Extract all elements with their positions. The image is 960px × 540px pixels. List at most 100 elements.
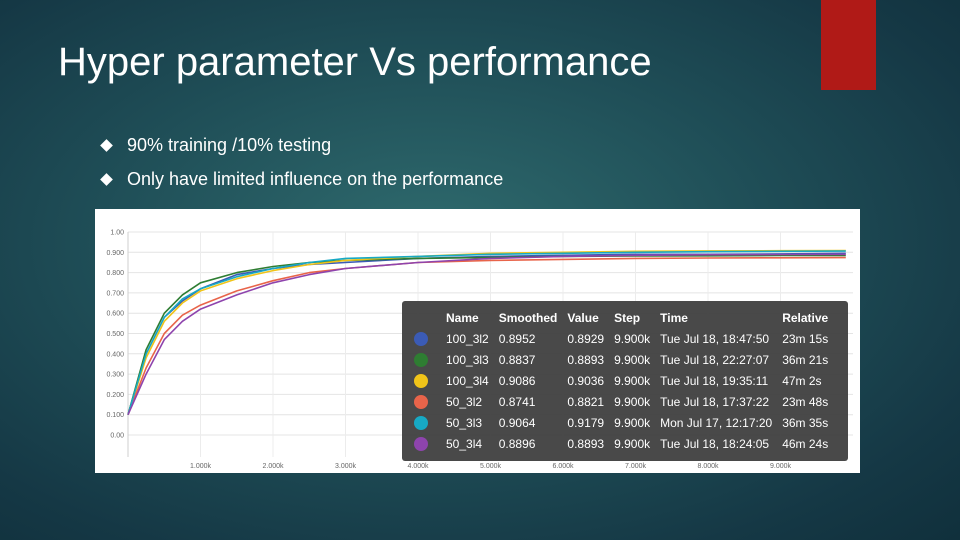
tooltip-cell-swatch <box>414 370 446 391</box>
tooltip-cell-value: 0.9179 <box>567 415 605 430</box>
tooltip-cell-step: 9.900k <box>614 331 651 346</box>
tooltip-row: 100_3l3 0.8837 0.8893 9.900k Tue Jul 18, 22:… <box>414 349 838 370</box>
tooltip-cell-name: 50_3l2 <box>446 394 483 409</box>
tooltip-cell-time: Tue Jul 18, 18:24:05 <box>660 436 770 451</box>
tooltip-header-name: Name <box>446 311 479 325</box>
series-line-50_3l4 <box>127 253 846 416</box>
series-swatch-icon <box>414 352 428 367</box>
y-tick-label: 0.300 <box>106 372 124 379</box>
bullet-text: Only have limited influence on the perfo… <box>127 168 504 189</box>
tooltip-cell-value: 0.8893 <box>567 436 605 451</box>
chart-tooltip: Name Smoothed Value Step Time Relative 1… <box>402 301 848 461</box>
tooltip-row: 50_3l2 0.8741 0.8821 9.900k Tue Jul 18, 17:3… <box>414 391 838 412</box>
tooltip-header-value: Value <box>567 311 599 325</box>
chart-panel: 1.00 0.900 0.800 0.700 0.600 0.500 0.400 0.300 0… <box>95 209 860 473</box>
tooltip-cell-value: 0.8821 <box>567 394 605 409</box>
tooltip-cell-relative: 36m 21s <box>782 352 829 367</box>
tooltip-row: 50_3l4 0.8896 0.8893 9.900k Tue Jul 18, 18:2… <box>414 433 838 454</box>
x-tick-label: 7.000k <box>625 463 647 470</box>
y-tick-label: 0.700 <box>106 290 124 297</box>
tooltip-cell-value: 0.8893 <box>567 352 605 367</box>
accent-block <box>821 0 876 90</box>
tooltip-table: Name Smoothed Value Step Time Relative 1… <box>414 308 838 454</box>
x-tick-label: 4.000k <box>407 463 429 470</box>
tooltip-cell-swatch <box>414 412 446 433</box>
tooltip-header-step: Step <box>614 311 641 325</box>
y-tick-label: 0.800 <box>106 270 124 277</box>
tooltip-cell-time: Tue Jul 18, 18:47:50 <box>660 331 770 346</box>
x-tick-label: 5.000k <box>480 463 502 470</box>
tooltip-cell-time: Tue Jul 18, 19:35:11 <box>660 373 769 388</box>
tooltip-cell-name: 100_3l2 <box>446 331 489 346</box>
x-tick-label: 6.000k <box>552 463 574 470</box>
y-tick-label: 0.600 <box>106 311 124 318</box>
tooltip-cell-value: 0.8929 <box>567 331 605 346</box>
tooltip-cell-name: 50_3l4 <box>446 436 483 451</box>
diamond-bullet-icon <box>100 138 113 152</box>
series-line-100_3l3 <box>127 254 846 415</box>
y-tick-label: 0.00 <box>110 433 124 440</box>
tooltip-cell-smoothed: 0.8952 <box>498 331 536 346</box>
diamond-bullet-icon <box>100 172 113 186</box>
series-line-50_3l3 <box>127 250 846 415</box>
tooltip-cell-relative: 47m 2s <box>782 373 822 388</box>
bullet-item: Only have limited influence on the perfo… <box>100 162 503 196</box>
tooltip-cell-smoothed: 0.8837 <box>498 352 536 367</box>
y-tick-label: 0.100 <box>106 412 124 419</box>
tooltip-cell-swatch <box>414 349 446 370</box>
tooltip-cell-value: 0.9036 <box>567 373 605 388</box>
tooltip-cell-swatch <box>414 391 446 412</box>
tooltip-cell-relative: 23m 48s <box>782 394 829 409</box>
y-tick-label: 1.00 <box>110 230 124 237</box>
tooltip-cell-step: 9.900k <box>614 373 651 388</box>
tooltip-row: 100_3l4 0.9086 0.9036 9.900k Tue Jul 18, 19:… <box>414 370 838 391</box>
series-line-100_3l4 <box>127 249 846 415</box>
tooltip-body: 100_3l2 0.8952 0.8929 9.900k Tue Jul 18, 18:… <box>414 328 838 454</box>
tooltip-cell-name: 100_3l3 <box>446 352 489 367</box>
tooltip-cell-name: 50_3l3 <box>446 415 483 430</box>
x-tick-label: 9.000k <box>770 463 792 470</box>
x-tick-label: 3.000k <box>335 463 357 470</box>
tooltip-row: 50_3l3 0.9064 0.9179 9.900k Mon Jul 17, 12:1… <box>414 412 838 433</box>
tooltip-cell-time: Tue Jul 18, 17:37:22 <box>660 394 770 409</box>
tooltip-cell-name: 100_3l4 <box>446 373 489 388</box>
tooltip-header-swatch <box>414 308 446 328</box>
tooltip-cell-smoothed: 0.8896 <box>498 436 536 451</box>
y-tick-label: 0.500 <box>106 331 124 338</box>
bullet-list: 90% training /10% testing Only have limi… <box>100 128 503 196</box>
y-tick-label: 0.400 <box>106 351 124 358</box>
bullet-item: 90% training /10% testing <box>100 128 503 162</box>
tooltip-header-row: Name Smoothed Value Step Time Relative <box>414 308 838 328</box>
tooltip-cell-step: 9.900k <box>614 415 651 430</box>
tooltip-cell-swatch <box>414 433 446 454</box>
tooltip-cell-smoothed: 0.9064 <box>498 415 536 430</box>
tooltip-row: 100_3l2 0.8952 0.8929 9.900k Tue Jul 18, 18:… <box>414 328 838 349</box>
y-tick-label: 0.900 <box>106 250 124 257</box>
tooltip-cell-time: Tue Jul 18, 22:27:07 <box>660 352 770 367</box>
x-tick-label: 2.000k <box>262 463 284 470</box>
y-tick-label: 0.200 <box>106 392 124 399</box>
tooltip-cell-swatch <box>414 328 446 349</box>
bullet-text: 90% training /10% testing <box>127 134 332 155</box>
tooltip-cell-step: 9.900k <box>614 436 651 451</box>
x-tick-label: 8.000k <box>697 463 719 470</box>
tooltip-header-time: Time <box>660 311 688 325</box>
series-line-50_3l2 <box>127 256 846 415</box>
x-tick-label: 1.000k <box>190 463 212 470</box>
tooltip-cell-relative: 23m 15s <box>782 331 829 346</box>
series-swatch-icon <box>414 436 428 451</box>
series-swatch-icon <box>414 394 428 409</box>
series-swatch-icon <box>414 373 428 388</box>
tooltip-cell-step: 9.900k <box>614 352 651 367</box>
tooltip-cell-step: 9.900k <box>614 394 651 409</box>
tooltip-cell-relative: 46m 24s <box>782 436 829 451</box>
tooltip-cell-smoothed: 0.8741 <box>498 394 536 409</box>
tooltip-cell-time: Mon Jul 17, 12:17:20 <box>660 415 773 430</box>
slide-title: Hyper parameter Vs performance <box>58 40 652 84</box>
tooltip-cell-smoothed: 0.9086 <box>498 373 536 388</box>
series-swatch-icon <box>414 415 428 430</box>
tooltip-cell-relative: 36m 35s <box>782 415 829 430</box>
tooltip-header-smoothed: Smoothed <box>498 311 558 325</box>
tooltip-header-relative: Relative <box>782 311 829 325</box>
series-swatch-icon <box>414 331 428 346</box>
